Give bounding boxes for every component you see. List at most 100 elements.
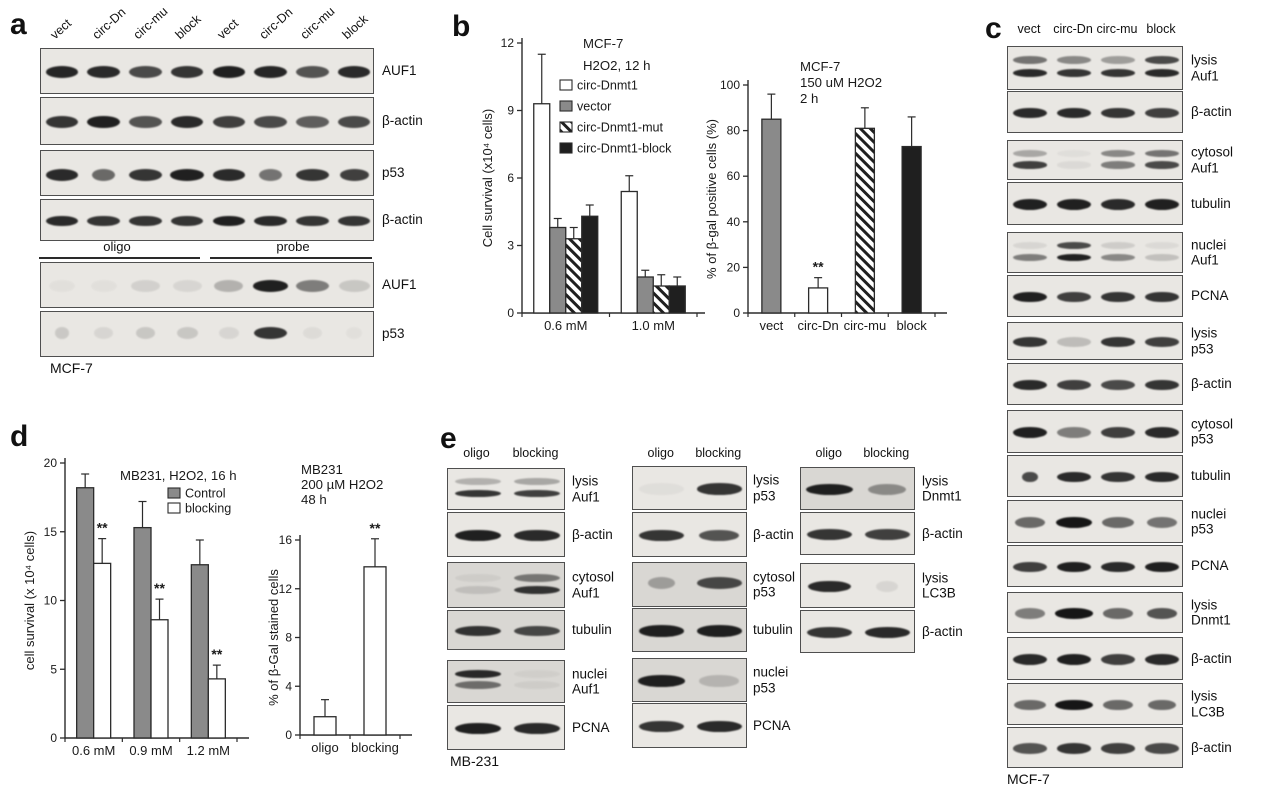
lane-label: vect — [214, 16, 241, 42]
bar — [901, 145, 922, 314]
legend-swatch — [559, 121, 573, 133]
bar — [620, 190, 638, 314]
chart-text: Cell survival (x10⁴ cells) — [480, 109, 495, 248]
blot-band — [1147, 608, 1177, 619]
chart-text: 0.9 mM — [129, 743, 172, 758]
blot-band — [1100, 471, 1136, 483]
blot-label: tubulin — [753, 622, 793, 638]
blot-band — [864, 528, 910, 541]
blot-band — [45, 115, 79, 129]
chart-cell-survival-mb231: 0 5 10 15 20 cell survival (x 10⁴ cells) ** ** *… — [20, 450, 275, 770]
blot-band — [876, 580, 899, 593]
blot-band — [1103, 699, 1133, 711]
lane-label: circ-Dn — [256, 5, 296, 43]
blot-band — [172, 280, 202, 292]
chart-text: 0 — [733, 306, 740, 320]
blot-band — [170, 215, 204, 227]
chart-text: 15 — [44, 525, 58, 539]
blot-band — [1012, 56, 1048, 65]
blot-band — [1100, 291, 1136, 303]
chart-text: 4 — [285, 679, 292, 693]
bar — [761, 118, 782, 314]
blot-label: lysis LC3B — [1191, 688, 1225, 719]
chart-text: 0.6 mM — [72, 743, 115, 758]
chart-text: circ-Dnmt1-mut — [577, 121, 664, 135]
blot-box-lysis-dnmt1 — [800, 467, 915, 510]
blot-label: lysis LC3B — [922, 569, 956, 601]
blot-band — [806, 483, 854, 496]
chart-text: ** — [97, 520, 108, 536]
blot-band — [1144, 471, 1180, 483]
blot-band — [1012, 561, 1048, 573]
lane-label: circ-mu — [131, 4, 171, 42]
chart-text: MB231 — [301, 462, 343, 477]
blot-box-lysis-auf1 — [447, 468, 565, 510]
blot-band — [1100, 161, 1136, 169]
blot-band — [696, 720, 742, 733]
blot-band — [1144, 291, 1180, 303]
blot-band — [1056, 161, 1092, 169]
blot-band — [1013, 699, 1047, 711]
blot-box-β-actin — [1007, 363, 1183, 405]
panel-e-label: e — [440, 422, 457, 455]
blot-band — [1055, 608, 1093, 619]
lane-label: blocking — [695, 446, 742, 460]
chart-svg-b_left: 0 3 6 9 12 Cell survival (x10⁴ cells) 0.6 mM 1.… — [480, 36, 709, 333]
chart-text: Control — [185, 487, 226, 501]
chart-bgal-positive-mcf7: 0 20 40 60 80 100 % of β-gal positive cells (%… — [690, 55, 990, 343]
bar — [652, 285, 670, 314]
blot-band — [1056, 426, 1092, 439]
chart-svg-d_left: 0 5 10 15 20 cell survival (x 10⁴ cells) ** ** *… — [22, 456, 249, 758]
blot-band — [648, 577, 676, 590]
blot-band — [219, 326, 239, 339]
blot-band — [696, 625, 742, 637]
blot-box-lysis-lc3b — [800, 563, 915, 608]
blot-band — [87, 66, 120, 78]
blot-box-auf1 — [40, 262, 374, 308]
blot-band — [699, 675, 740, 687]
lane-label: circ-mu — [1096, 22, 1138, 36]
lane-label: circ-Dn — [1053, 22, 1093, 36]
blot-label: PCNA — [572, 719, 610, 735]
blot-band — [1056, 69, 1092, 78]
blot-band — [454, 681, 501, 689]
blot-band — [302, 326, 323, 339]
lane-label: oligo — [815, 446, 842, 460]
blot-box-auf1 — [40, 48, 374, 94]
blot-band — [696, 483, 742, 495]
blot-label: β-actin — [382, 212, 423, 228]
blot-label: cytosol Auf1 — [1191, 144, 1234, 175]
blot-box-β-actin — [632, 512, 747, 557]
blot-band — [1012, 69, 1048, 78]
blot-band — [1012, 337, 1048, 347]
blot-band — [639, 529, 685, 542]
blot-band — [170, 115, 204, 129]
lane-label: block — [1146, 22, 1176, 36]
lane-label: blocking — [512, 446, 559, 460]
legend-swatch — [559, 79, 573, 91]
blot-band — [170, 168, 205, 181]
lane-label: blocking — [863, 446, 910, 460]
blot-box-nuclei-auf1 — [1007, 232, 1183, 273]
blot-band — [807, 626, 853, 639]
lane-label: vect — [1017, 22, 1041, 36]
blot-box-cytosol-auf1 — [447, 562, 565, 608]
blot-band — [130, 280, 160, 292]
bar — [549, 226, 567, 314]
blot-band — [252, 280, 289, 292]
blot-band — [513, 529, 560, 542]
chart-text: blocking — [185, 502, 231, 516]
blot-band — [638, 675, 686, 687]
blot-band — [639, 720, 685, 733]
blot-band — [1012, 161, 1048, 169]
panel-c-label: c — [985, 12, 1002, 45]
group-underline — [39, 257, 200, 259]
blot-box-lysis-auf1 — [1007, 46, 1183, 90]
blot-band — [1012, 150, 1048, 158]
blot-band — [454, 722, 501, 735]
chart-text: % of β-Gal stained cells — [268, 569, 281, 706]
blot-band — [296, 168, 329, 181]
blot-band — [1100, 107, 1136, 119]
chart-text: ** — [370, 520, 381, 536]
blot-band — [1100, 69, 1136, 78]
